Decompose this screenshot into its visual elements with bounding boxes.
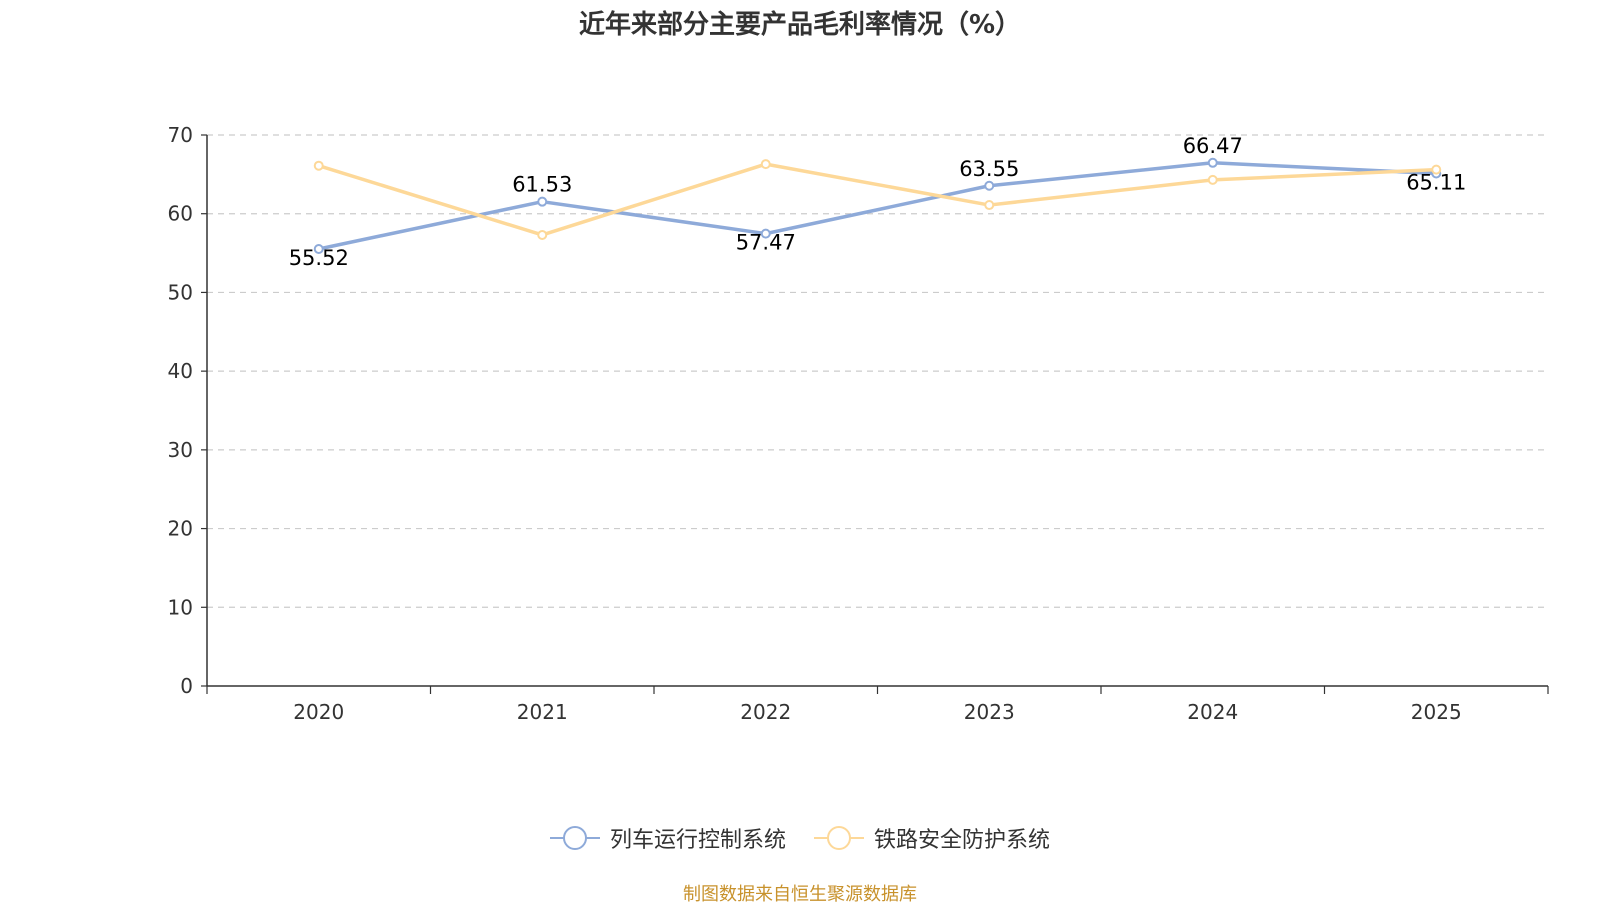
- chart-title: 近年来部分主要产品毛利率情况（%）: [578, 10, 1022, 40]
- data-label: 57.47: [736, 231, 796, 255]
- data-point: [313, 243, 324, 254]
- series-line-1: [318, 161, 1437, 251]
- data-point: [984, 180, 995, 191]
- data-label: 61.53: [512, 173, 572, 197]
- legend-marker-icon: [549, 826, 600, 850]
- x-tick-label: 2024: [1187, 700, 1238, 724]
- y-tick-label: 50: [168, 280, 193, 304]
- legend-item-series-2[interactable]: 铁路安全防护系统: [814, 822, 1050, 854]
- data-point: [537, 196, 548, 207]
- data-point: [1207, 174, 1218, 185]
- legend-label: 铁路安全防护系统: [874, 828, 1051, 853]
- y-tick-label: 20: [168, 517, 193, 541]
- legend: 列车运行控制系统 铁路安全防护系统: [0, 822, 1600, 854]
- legend-marker-icon: [814, 826, 864, 850]
- data-label: 55.52: [289, 246, 349, 270]
- x-tick-label: 2025: [1411, 700, 1462, 724]
- y-tick-label: 0: [180, 674, 193, 698]
- data-point: [313, 160, 324, 171]
- data-point: [537, 229, 548, 240]
- y-tick-label: 60: [168, 202, 193, 226]
- y-tick-label: 40: [168, 359, 193, 383]
- data-point: [984, 200, 995, 211]
- data-point: [760, 159, 771, 170]
- y-tick-label: 30: [168, 438, 193, 462]
- legend-label: 列车运行控制系统: [609, 828, 786, 853]
- y-tick-label: 70: [168, 123, 193, 147]
- data-point: [1431, 164, 1442, 175]
- data-source-note: 制图数据来自恒生聚源数据库: [683, 884, 917, 905]
- series-line-2: [318, 162, 1437, 237]
- legend-item-series-1[interactable]: 列车运行控制系统: [549, 822, 786, 854]
- x-tick-label: 2023: [964, 700, 1015, 724]
- x-tick-label: 2021: [517, 700, 568, 724]
- x-tick-label: 2020: [293, 700, 344, 724]
- data-point: [760, 228, 771, 239]
- data-label: 66.47: [1183, 134, 1243, 158]
- y-tick-label: 10: [168, 595, 193, 619]
- x-tick-label: 2022: [740, 700, 791, 724]
- data-label: 65.11: [1406, 170, 1466, 194]
- data-label: 63.55: [959, 157, 1019, 181]
- data-point: [1207, 157, 1218, 168]
